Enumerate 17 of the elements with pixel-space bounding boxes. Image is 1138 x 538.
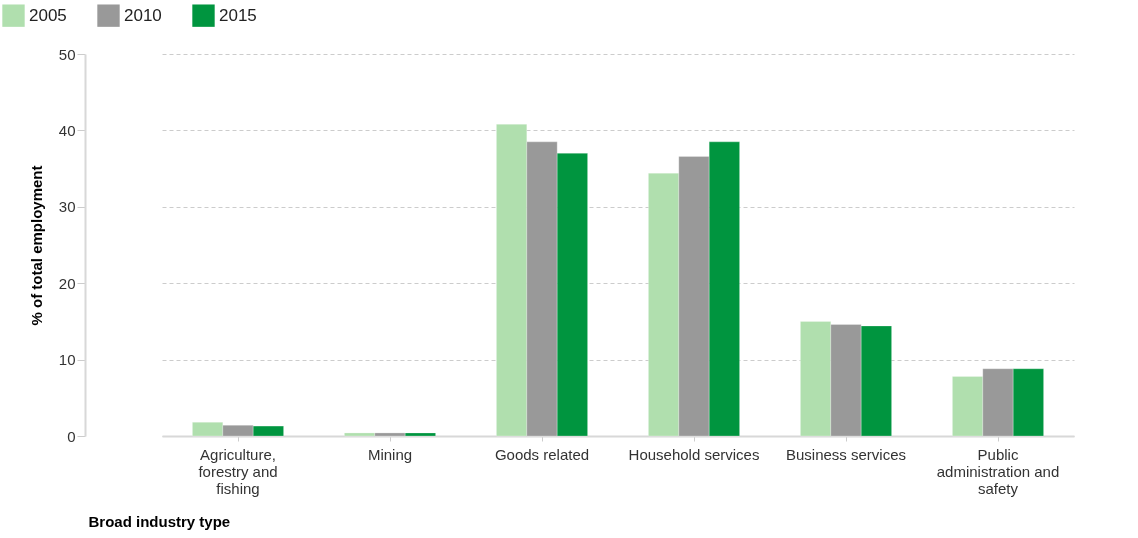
y-tick-label: 40 (58, 121, 76, 139)
x-tick-label: Business services (785, 445, 907, 463)
x-tick-label: Public administration and safety (936, 445, 1060, 497)
x-tick-label: Agriculture, forestry and fishing (198, 445, 278, 497)
x-tick-label: Goods related (494, 445, 590, 463)
legend-label: 2015 (219, 5, 257, 25)
y-tick-label: 10 (58, 351, 76, 369)
legend-label: 2010 (124, 5, 162, 25)
x-tick-label: Mining (367, 445, 413, 463)
y-tick-label: 20 (58, 274, 76, 292)
x-axis-title: Broad industry type (88, 512, 231, 530)
legend-label: 2005 (29, 5, 67, 25)
y-tick-label: 0 (67, 427, 76, 445)
x-tick-label: Household services (628, 445, 760, 463)
y-tick-label: 30 (58, 198, 76, 216)
y-axis-title: % of total employment (27, 165, 45, 326)
y-tick-label: 50 (58, 45, 76, 63)
